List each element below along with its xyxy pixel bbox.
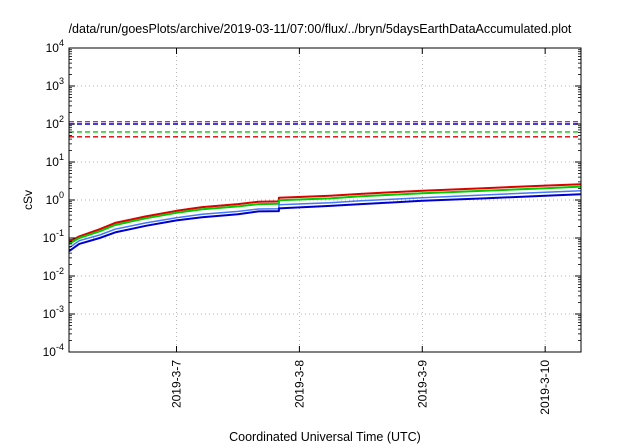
y-tick-label: 10-2 [43,266,64,283]
series-line [68,185,582,245]
x-tick-label: 2019-3-8 [292,360,306,408]
reference-lines [69,120,581,138]
series-line [68,193,582,253]
y-tick-label: 103 [46,76,64,93]
series-line [68,190,582,249]
y-tick-label: 102 [46,114,64,131]
y-tick-label: 10-1 [43,228,64,245]
series-lines [68,183,582,253]
x-axis-label: Coordinated Universal Time (UTC) [229,430,421,444]
chart-title: /data/run/goesPlots/archive/2019-03-11/0… [69,22,572,36]
y-tick-label: 101 [46,152,64,169]
x-tick-label: 2019-3-9 [415,360,429,408]
grid-lines [69,48,581,352]
y-tick-label: 100 [46,190,64,207]
x-tick-label: 2019-3-10 [538,360,552,415]
y-tick-label: 10-4 [43,342,64,359]
x-tick-label: 2019-3-7 [170,360,184,408]
x-axis: 2019-3-7 2019-3-8 2019-3-9 2019-3-10 [170,48,552,415]
y-tick-label: 10-3 [43,304,64,321]
series-line [68,183,582,243]
y-tick-label: 104 [46,38,64,55]
y-axis-label: cSv [21,190,35,210]
